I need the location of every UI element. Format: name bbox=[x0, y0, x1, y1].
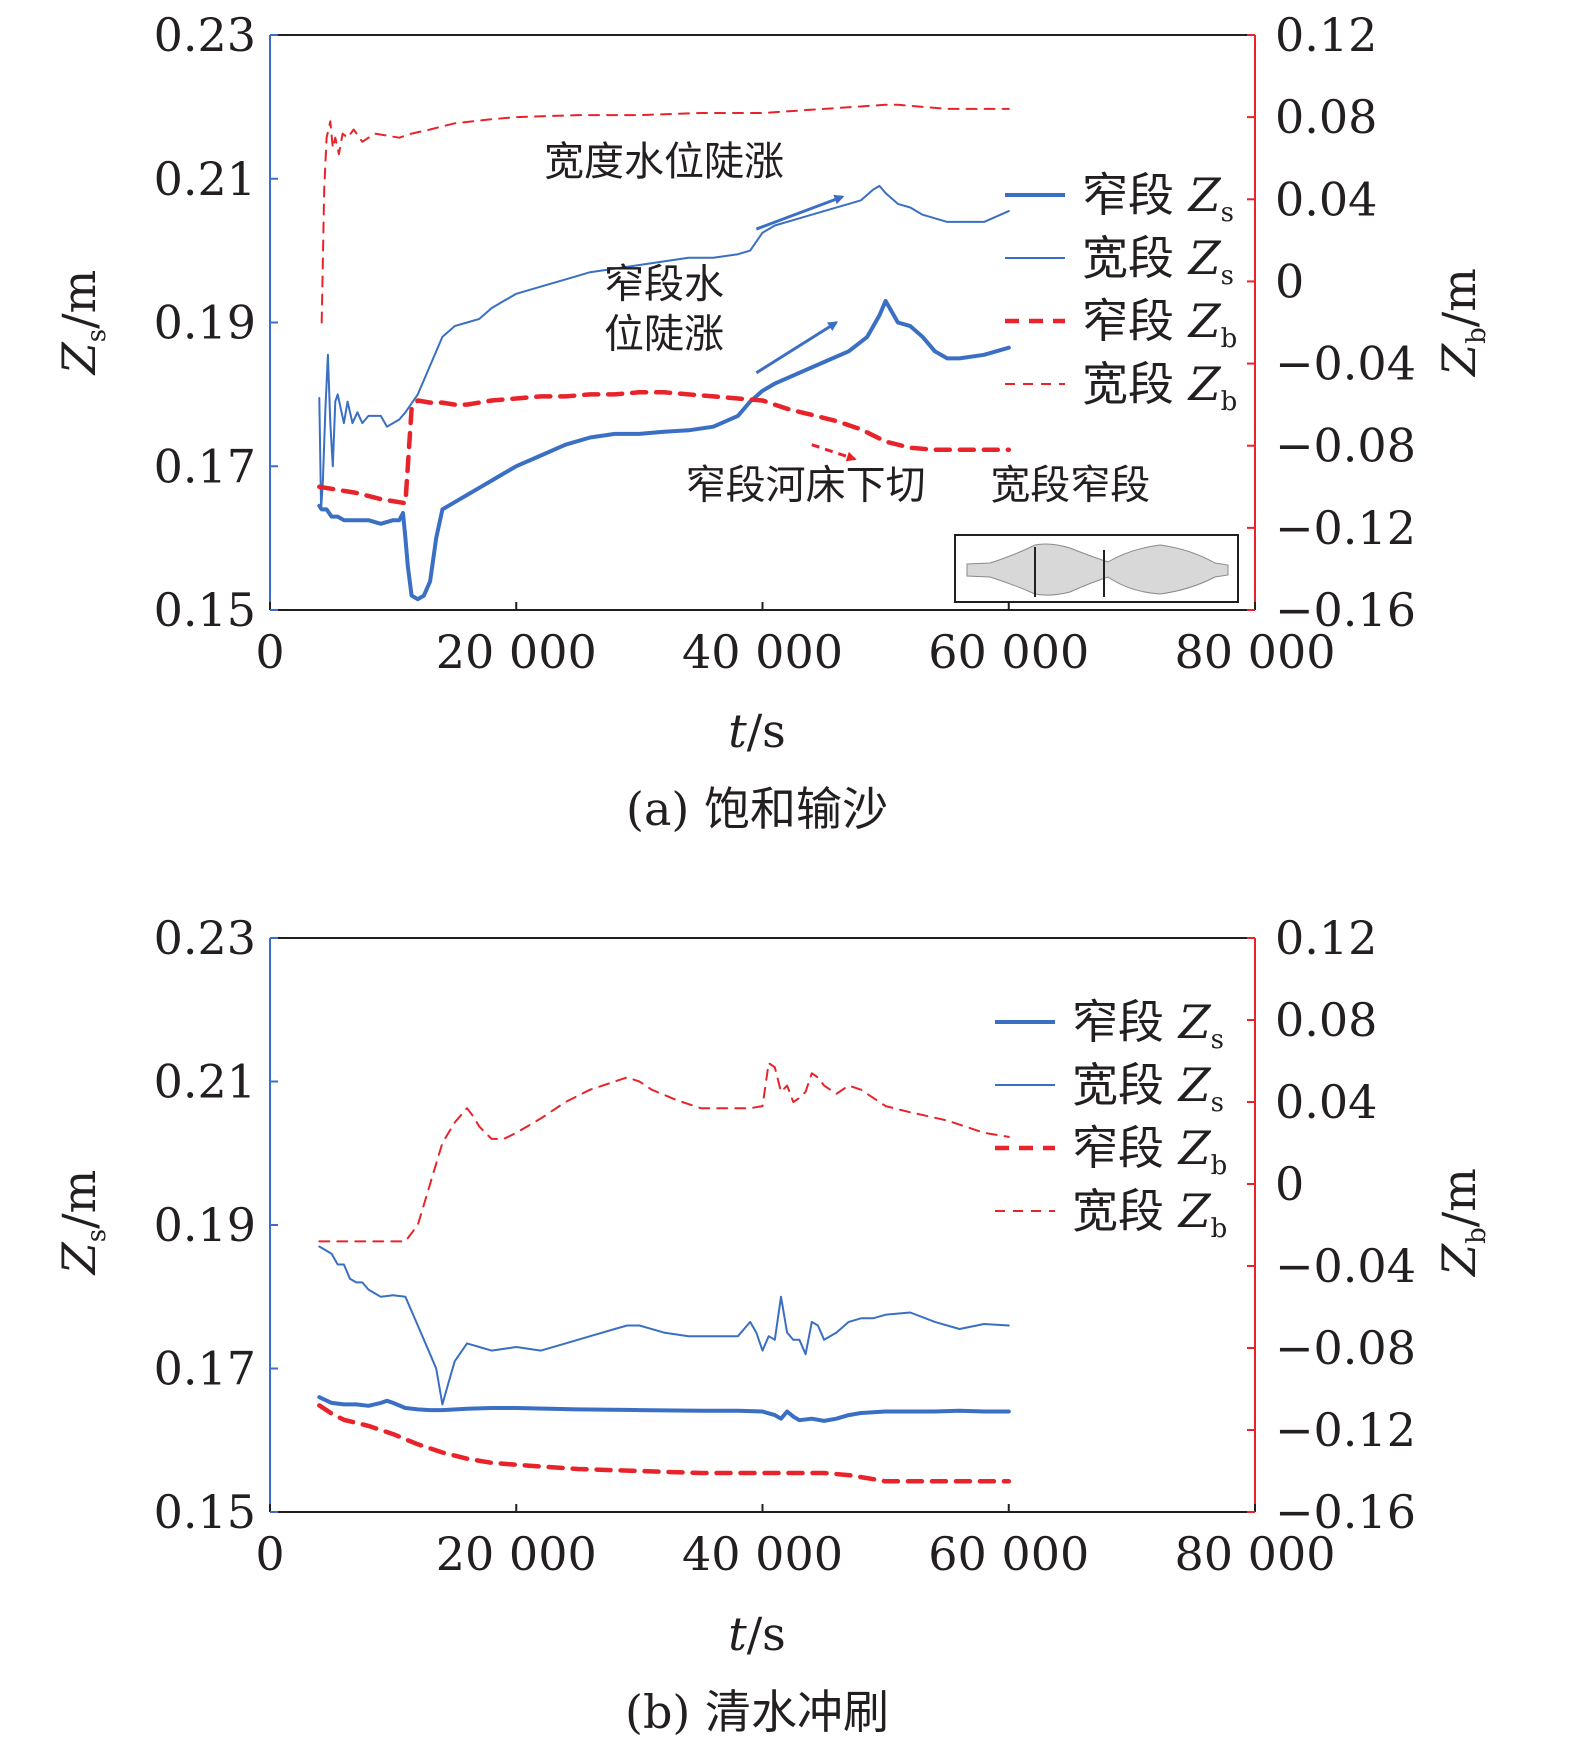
y-left-tick-label: 0.17 bbox=[154, 1342, 256, 1396]
chart-a: 0 20 000 40 000 60 000 80 000 0.15 0.17 0.19 0.2… bbox=[52, 8, 1492, 836]
legend-label: 宽段 Zb bbox=[1072, 1184, 1227, 1244]
x-tick-label: 40 000 bbox=[682, 625, 843, 679]
y-left-tick-label: 0.15 bbox=[154, 1485, 256, 1539]
y-right-tick-label: −0.12 bbox=[1275, 501, 1416, 555]
y-left-tick-label: 0.23 bbox=[154, 911, 256, 965]
caption-b: (b) 清水冲刷 bbox=[625, 1685, 889, 1739]
x-tick-label: 0 bbox=[255, 1527, 284, 1581]
y-right-axis-title-b: Zb/m bbox=[1432, 1168, 1492, 1278]
annotation-label: 宽段窄段 bbox=[990, 463, 1150, 509]
channel-inset-diagram bbox=[954, 534, 1239, 603]
y-right-tick-label: −0.16 bbox=[1275, 1485, 1416, 1539]
x-tick-label: 20 000 bbox=[436, 1527, 597, 1581]
series-line-4 bbox=[320, 103, 1010, 324]
caption-a: (a) 饱和输沙 bbox=[626, 782, 888, 836]
x-axis-title-a: t/s bbox=[728, 704, 786, 758]
y-left-tick-label: 0.23 bbox=[154, 8, 256, 62]
x-tick-label: 0 bbox=[255, 625, 284, 679]
x-axis-title-b: t/s bbox=[728, 1607, 786, 1661]
annotation-label: 位陡涨 bbox=[604, 312, 724, 358]
y-right-tick-label: −0.08 bbox=[1275, 1321, 1416, 1375]
x-tick-label: 80 000 bbox=[1175, 1527, 1336, 1581]
y-left-tick-label: 0.17 bbox=[154, 439, 256, 493]
y-right-tick-label: 0.04 bbox=[1275, 172, 1377, 226]
series-line-2 bbox=[318, 184, 1010, 511]
y-right-tick-label: −0.08 bbox=[1275, 419, 1416, 473]
y-right-axis-title-a: Zb/m bbox=[1432, 268, 1492, 378]
y-left-tick-label: 0.21 bbox=[154, 152, 256, 206]
y-right-tick-label: 0.08 bbox=[1275, 90, 1377, 144]
series-line-1 bbox=[317, 298, 1011, 602]
x-tick-label: 60 000 bbox=[928, 625, 1089, 679]
series-line-3 bbox=[317, 390, 1012, 506]
legend-label: 窄段 Zb bbox=[1072, 1121, 1227, 1181]
y-left-tick-label: 0.21 bbox=[154, 1055, 256, 1109]
y-right-tick-label: 0 bbox=[1275, 254, 1304, 308]
x-tick-label: 20 000 bbox=[436, 625, 597, 679]
series-line-4 bbox=[318, 1062, 1010, 1243]
y-right-tick-label: 0 bbox=[1275, 1157, 1304, 1211]
y-right-tick-label: 0.04 bbox=[1275, 1075, 1377, 1129]
y-right-tick-label: −0.04 bbox=[1275, 337, 1416, 391]
legend-label: 宽段 Zs bbox=[1072, 1058, 1224, 1118]
annotation-arrow bbox=[811, 443, 857, 462]
y-right-tick-label: 0.12 bbox=[1275, 911, 1377, 965]
y-right-tick-label: −0.12 bbox=[1275, 1403, 1416, 1457]
y-left-tick-label: 0.15 bbox=[154, 583, 256, 637]
y-left-tick-label: 0.19 bbox=[154, 1198, 256, 1252]
series-line-2 bbox=[318, 1245, 1010, 1406]
legend-label: 窄段 Zs bbox=[1082, 168, 1234, 228]
x-tick-label: 40 000 bbox=[682, 1527, 843, 1581]
y-left-axis-title-a: Zs/m bbox=[52, 270, 112, 376]
x-tick-label: 60 000 bbox=[928, 1527, 1089, 1581]
legend-label: 窄段 Zb bbox=[1082, 294, 1237, 354]
y-left-axis-title-b: Zs/m bbox=[52, 1170, 112, 1276]
y-right-tick-label: −0.16 bbox=[1275, 583, 1416, 637]
x-tick-label: 80 000 bbox=[1175, 625, 1336, 679]
annotation-label: 窄段水 bbox=[604, 261, 724, 307]
y-left-tick-label: 0.19 bbox=[154, 296, 256, 350]
y-right-tick-label: −0.04 bbox=[1275, 1239, 1416, 1293]
annotation-label: 宽度水位陡涨 bbox=[544, 139, 784, 185]
annotation-arrow bbox=[755, 321, 839, 375]
series-line-1 bbox=[317, 1395, 1011, 1423]
y-right-tick-label: 0.08 bbox=[1275, 993, 1377, 1047]
series-line-3 bbox=[317, 1403, 1012, 1484]
legend-label: 宽段 Zs bbox=[1082, 231, 1234, 291]
y-right-tick-label: 0.12 bbox=[1275, 8, 1377, 62]
legend-label: 窄段 Zs bbox=[1072, 995, 1224, 1055]
legend-label: 宽段 Zb bbox=[1082, 357, 1237, 417]
annotation-arrow bbox=[755, 194, 845, 231]
chart-b: 0 20 000 40 000 60 000 80 000 0.15 0.17 0.19 0.2… bbox=[52, 911, 1492, 1739]
annotation-label: 窄段河床下切 bbox=[686, 463, 926, 509]
